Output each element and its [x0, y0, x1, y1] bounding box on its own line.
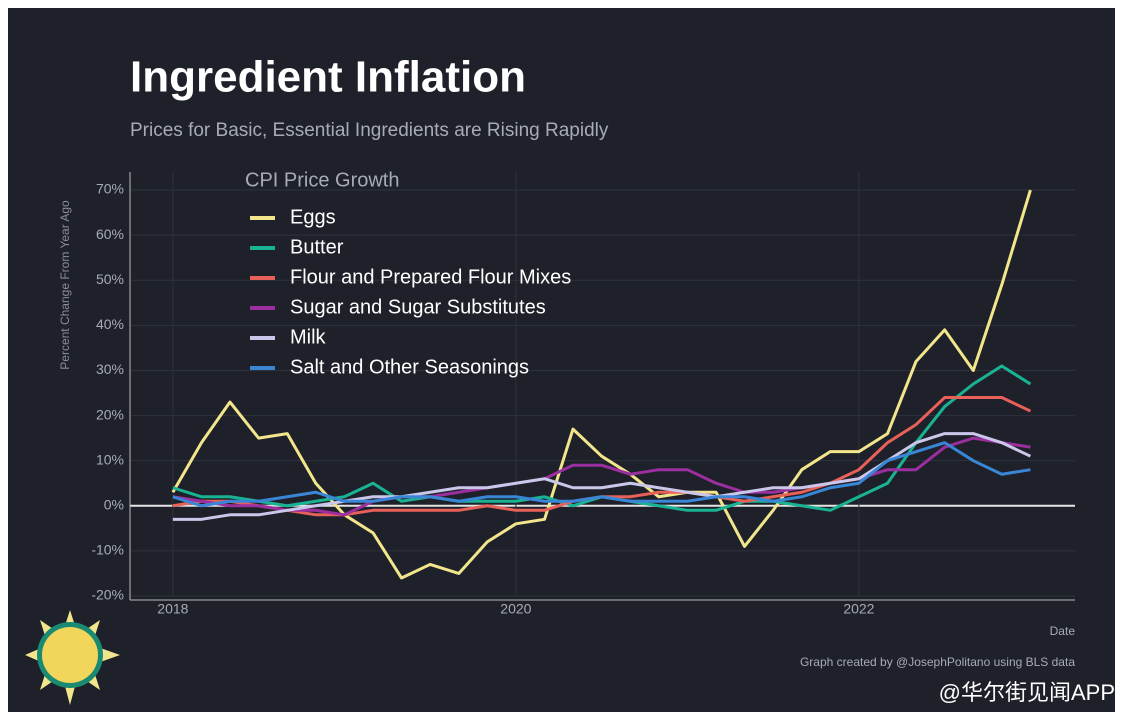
credit: Graph created by @JosephPolitano using B… [800, 655, 1075, 669]
chart-subtitle: Prices for Basic, Essential Ingredients … [130, 120, 609, 141]
y-tick-label: 40% [96, 316, 124, 332]
legend-label: Flour and Prepared Flour Mixes [290, 266, 571, 288]
legend-title: CPI Price Growth [245, 169, 399, 191]
y-tick-label: 0% [104, 496, 124, 512]
y-tick-label: 50% [96, 271, 124, 287]
legend-label: Butter [290, 236, 344, 258]
y-tick-label: 20% [96, 406, 124, 422]
x-tick-label: 2018 [157, 601, 188, 617]
chart-title: Ingredient Inflation [130, 53, 526, 102]
y-tick-label: -10% [91, 542, 124, 558]
series-line [172, 441, 1031, 508]
legend-label: Eggs [290, 206, 336, 228]
series-line [171, 189, 1032, 580]
legend-label: Salt and Other Seasonings [290, 356, 529, 378]
x-tick-label: 2020 [500, 601, 531, 617]
y-tick-label: 70% [96, 181, 124, 197]
y-tick-label: 30% [96, 361, 124, 377]
y-tick-label: 10% [96, 451, 124, 467]
y-tick-label: 60% [96, 226, 124, 242]
y-tick-label: -20% [91, 587, 124, 603]
y-axis-label: Percent Change From Year Ago [58, 200, 72, 370]
x-tick-label: 2022 [843, 601, 874, 617]
legend-label: Sugar and Sugar Substitutes [290, 296, 546, 318]
series-line [172, 436, 1031, 517]
background [8, 8, 1115, 712]
sun-icon [25, 610, 120, 705]
watermark: @华尔街见闻APP [939, 680, 1115, 705]
x-axis-label: Date [1050, 624, 1076, 638]
legend-label: Milk [290, 326, 327, 348]
